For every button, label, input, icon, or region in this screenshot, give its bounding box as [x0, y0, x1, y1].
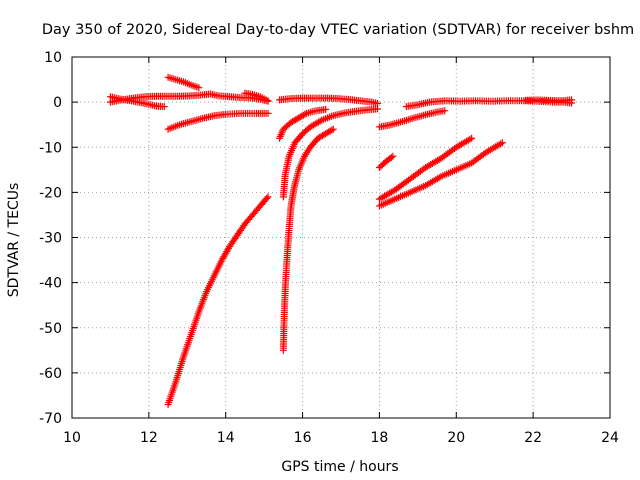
- data-point: [301, 110, 309, 118]
- y-tick-label: -70: [39, 411, 62, 427]
- data-point: [468, 134, 476, 142]
- series-arc-03: [241, 89, 272, 105]
- series-arc-06: [164, 193, 272, 408]
- y-tick-label: -10: [39, 140, 62, 156]
- series-arc-12: [375, 152, 397, 172]
- data-point: [328, 126, 336, 134]
- data-point: [316, 117, 324, 125]
- data-point: [263, 194, 271, 202]
- x-tick-label: 10: [63, 430, 81, 446]
- axis-ticks: 10 12 14 16 18 20 22 24 10 0 -10 -20 -30 -40 -50 -60 -70: [39, 50, 619, 446]
- x-axis-label: GPS time / hours: [281, 459, 398, 475]
- series-arc-10: [276, 94, 382, 107]
- data-point: [466, 135, 474, 143]
- chart-title: Day 350 of 2020, Sidereal Day-to-day VTE…: [42, 22, 634, 38]
- data-point: [441, 107, 449, 115]
- series-arc-11: [375, 107, 449, 131]
- series-arc-13: [375, 134, 476, 203]
- data-point: [322, 105, 330, 113]
- series-arc-14: [375, 139, 506, 210]
- data-point: [264, 109, 272, 117]
- y-tick-label: 10: [44, 50, 62, 66]
- series-arc-16: [521, 96, 576, 105]
- data-point: [264, 193, 272, 201]
- series-arc-08: [279, 105, 382, 201]
- data-point: [329, 125, 337, 133]
- series-arc-05: [164, 109, 272, 133]
- data-point: [387, 153, 395, 161]
- x-tick-label: 24: [601, 430, 619, 446]
- data-point: [195, 84, 203, 92]
- data-point: [264, 97, 272, 105]
- y-tick-label: 0: [53, 95, 62, 111]
- y-tick-label: -20: [39, 185, 62, 201]
- y-tick-label: -50: [39, 321, 62, 337]
- data-point: [498, 139, 506, 147]
- y-tick-label: -30: [39, 231, 62, 247]
- data-point: [435, 174, 443, 182]
- y-tick-label: -60: [39, 366, 62, 382]
- x-tick-label: 20: [447, 430, 465, 446]
- data-point: [160, 103, 168, 111]
- series-arc-07: [279, 125, 337, 354]
- x-tick-label: 14: [217, 430, 235, 446]
- data-point: [374, 99, 382, 107]
- x-tick-label: 12: [140, 430, 158, 446]
- y-tick-label: -40: [39, 276, 62, 292]
- series-arc-09: [276, 105, 330, 142]
- series-arc-04: [164, 73, 203, 92]
- y-axis-label: SDTVAR / TECUs: [6, 183, 22, 298]
- x-tick-label: 18: [371, 430, 389, 446]
- x-tick-label: 22: [524, 430, 542, 446]
- x-tick-label: 16: [294, 430, 312, 446]
- data-point: [568, 96, 576, 104]
- data-point: [497, 140, 505, 148]
- series-arc-02: [106, 90, 272, 106]
- data-marks: [106, 73, 576, 408]
- series-arc-15: [402, 97, 576, 111]
- data-point: [389, 152, 397, 160]
